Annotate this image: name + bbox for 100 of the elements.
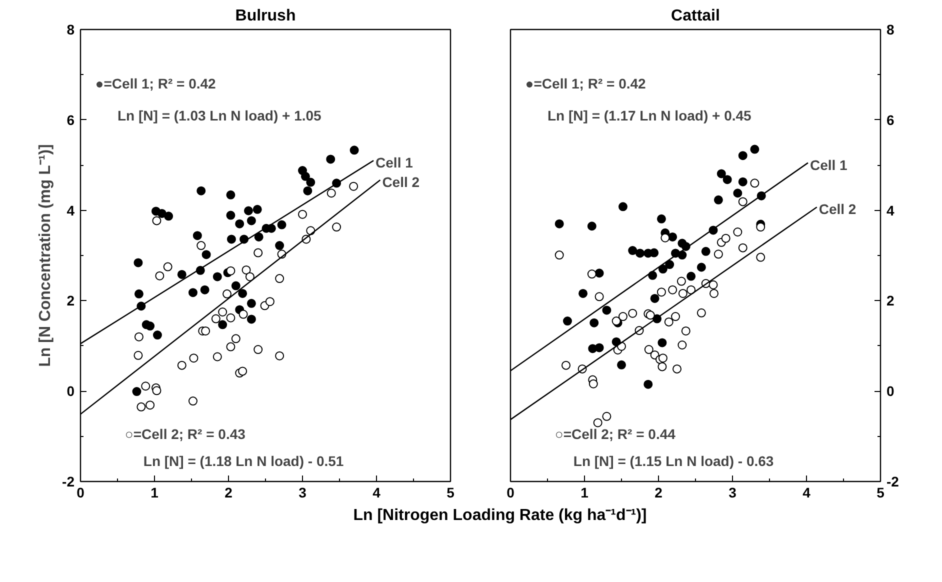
point bbox=[594, 343, 604, 352]
point bbox=[134, 289, 144, 298]
point bbox=[211, 314, 220, 324]
point bbox=[733, 188, 742, 198]
point bbox=[226, 234, 236, 244]
point bbox=[671, 312, 680, 322]
point bbox=[696, 308, 706, 318]
point bbox=[201, 326, 210, 336]
point bbox=[750, 178, 760, 188]
chart-title: Cattail bbox=[671, 8, 720, 24]
point bbox=[275, 351, 284, 360]
point bbox=[650, 248, 659, 258]
point bbox=[164, 212, 174, 221]
y-tick-label: -2 bbox=[886, 474, 900, 490]
point bbox=[602, 412, 612, 421]
point bbox=[226, 190, 236, 200]
point bbox=[644, 345, 654, 354]
point bbox=[658, 362, 667, 372]
point bbox=[326, 188, 336, 198]
point bbox=[676, 276, 686, 286]
y-tick-label: 4 bbox=[886, 202, 894, 218]
point bbox=[733, 228, 742, 236]
point bbox=[306, 178, 316, 187]
annotation: Ln [N] = (1.17 Ln N load) + 0.45 bbox=[548, 107, 752, 124]
y-tick-label: 2 bbox=[66, 292, 75, 309]
point bbox=[587, 270, 596, 279]
point bbox=[618, 202, 628, 212]
point bbox=[238, 288, 248, 298]
point bbox=[332, 222, 342, 232]
annotation: ●=Cell 1; R² = 0.42 bbox=[95, 76, 216, 92]
point bbox=[578, 288, 588, 298]
y-tick-label: 2 bbox=[886, 292, 894, 309]
point bbox=[636, 248, 644, 258]
point bbox=[664, 317, 674, 326]
point bbox=[658, 338, 667, 348]
y-tick-label: 0 bbox=[66, 383, 75, 400]
y-tick-label: 8 bbox=[66, 22, 75, 38]
point bbox=[756, 222, 766, 232]
point bbox=[349, 182, 358, 191]
point bbox=[656, 214, 666, 224]
point bbox=[665, 260, 674, 270]
point bbox=[235, 219, 244, 228]
point bbox=[177, 360, 186, 370]
point bbox=[588, 379, 598, 388]
point bbox=[714, 195, 723, 204]
point bbox=[134, 350, 143, 360]
x-tick-label: 2 bbox=[224, 484, 233, 500]
point bbox=[152, 386, 162, 396]
point bbox=[200, 285, 210, 294]
y-tick-label: 6 bbox=[886, 112, 894, 128]
point bbox=[587, 222, 596, 231]
point bbox=[192, 231, 202, 240]
x-tick-label: 5 bbox=[446, 484, 455, 500]
point bbox=[350, 146, 359, 155]
point bbox=[738, 197, 748, 206]
x-tick-label: 5 bbox=[876, 484, 885, 500]
x-tick-label: 0 bbox=[506, 484, 515, 500]
point bbox=[275, 241, 284, 250]
point bbox=[136, 402, 146, 412]
point bbox=[303, 186, 312, 196]
point bbox=[277, 220, 286, 230]
point bbox=[212, 352, 222, 362]
point bbox=[701, 246, 710, 256]
point bbox=[254, 345, 263, 354]
point bbox=[246, 314, 256, 324]
x-tick-label: 0 bbox=[76, 484, 85, 500]
annotation: Ln [N] = (1.15 Ln N load) - 0.63 bbox=[573, 453, 774, 470]
point bbox=[152, 330, 162, 340]
point bbox=[750, 144, 760, 154]
point bbox=[590, 318, 599, 328]
point bbox=[196, 186, 206, 196]
point bbox=[226, 342, 236, 352]
point bbox=[554, 250, 564, 260]
point bbox=[716, 169, 726, 178]
point bbox=[668, 285, 678, 294]
point bbox=[708, 280, 718, 290]
point bbox=[152, 216, 162, 226]
point bbox=[593, 418, 602, 428]
point bbox=[275, 274, 284, 284]
legend-label: Cell 2 bbox=[818, 201, 856, 218]
point bbox=[146, 322, 155, 331]
point bbox=[628, 308, 638, 318]
x-tick-label: 4 bbox=[802, 484, 811, 500]
point bbox=[628, 246, 638, 256]
x-tick-label: 3 bbox=[728, 484, 737, 500]
y-tick-label: -2 bbox=[62, 474, 75, 490]
point bbox=[738, 177, 748, 186]
annotation: Ln [N] = (1.18 Ln N load) - 0.51 bbox=[143, 453, 344, 470]
x-tick-label: 3 bbox=[298, 484, 307, 500]
x-tick-label: 4 bbox=[372, 484, 381, 500]
point bbox=[722, 175, 732, 184]
point bbox=[196, 241, 206, 250]
point bbox=[141, 382, 150, 391]
series-label: Cell 1 bbox=[376, 154, 414, 171]
point bbox=[650, 294, 660, 303]
point bbox=[218, 320, 228, 330]
x-tick-label: 1 bbox=[580, 484, 589, 500]
point bbox=[188, 288, 198, 298]
point bbox=[242, 265, 251, 274]
point bbox=[265, 297, 274, 306]
